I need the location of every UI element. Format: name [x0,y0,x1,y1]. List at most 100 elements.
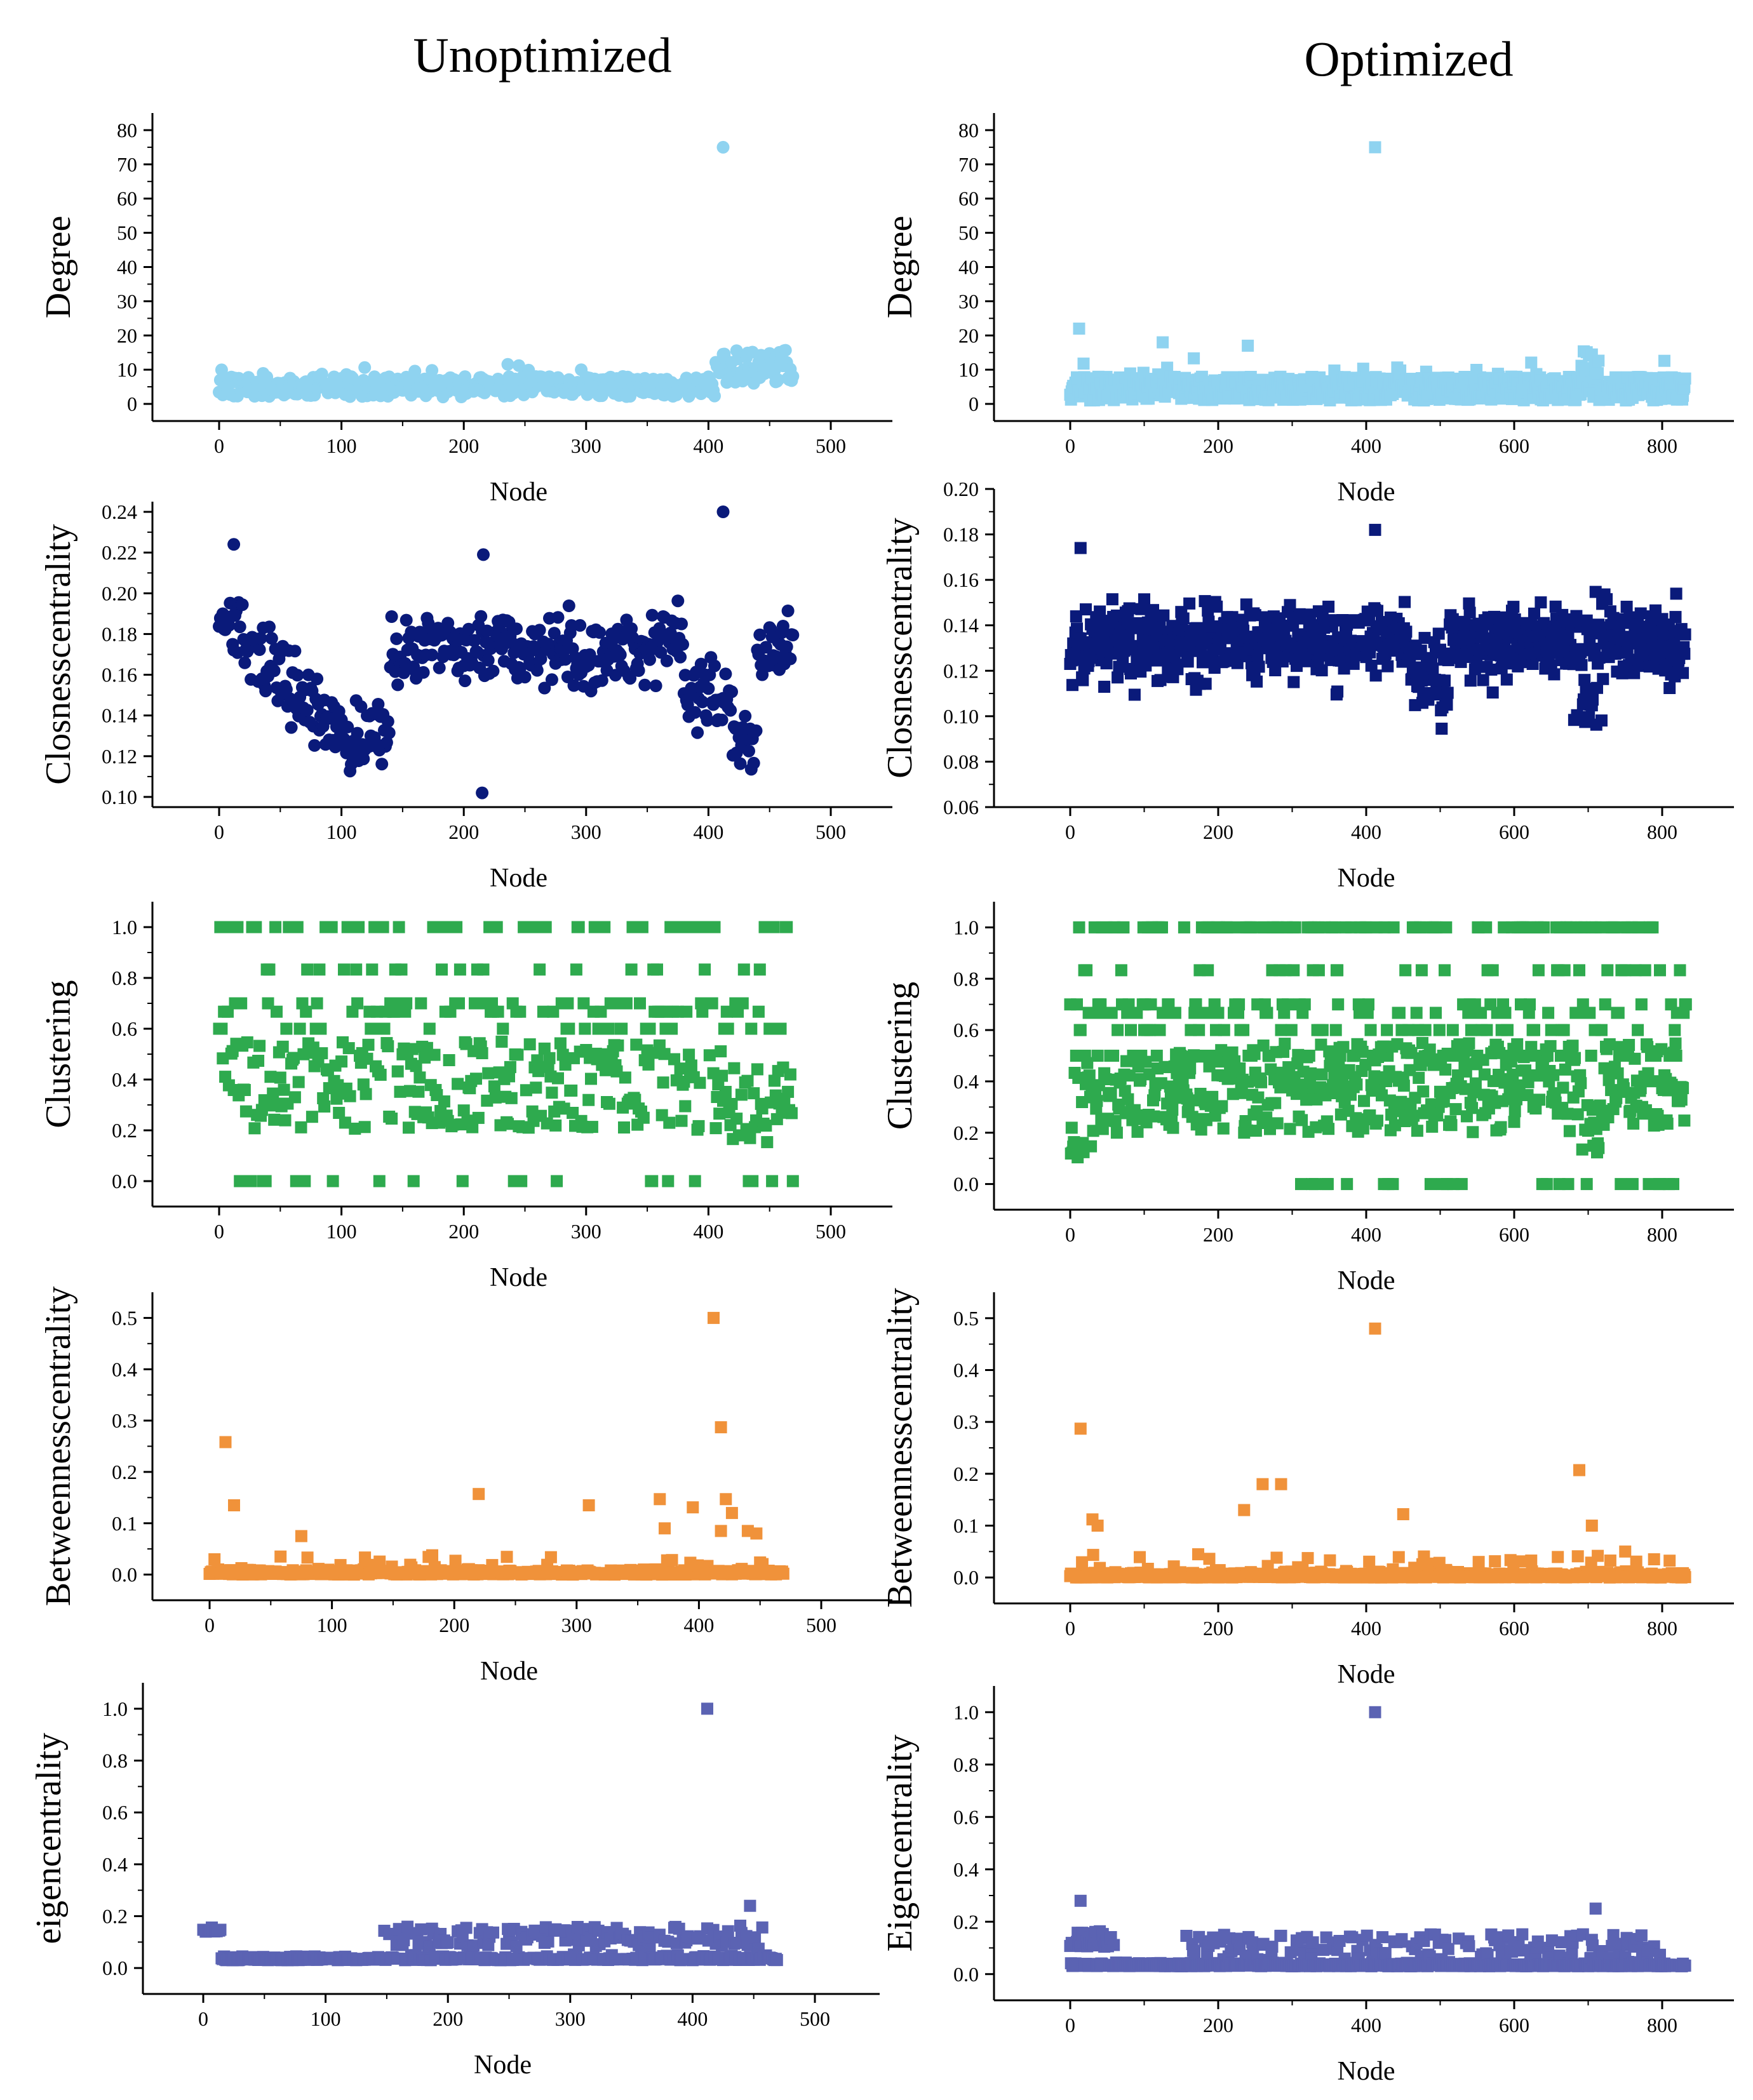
data-point [1411,1125,1423,1137]
x-tick-label: 0 [1065,434,1075,457]
x-tick-label: 400 [1351,1223,1381,1246]
data-point [1151,1050,1163,1062]
data-point [1623,1039,1635,1051]
data-point [268,1114,280,1126]
data-point [454,963,466,975]
data-point [708,660,721,672]
x-tick-label: 100 [326,1220,357,1243]
data-point [1370,669,1382,681]
data-point [1508,1116,1521,1128]
data-point [722,1023,734,1035]
data-point [1643,1178,1655,1190]
data-point [725,685,738,698]
data-point [457,1175,469,1187]
data-point [245,1175,257,1187]
y-tick-label: 0.10 [943,705,979,728]
data-point [1272,1117,1284,1129]
data-point [1253,660,1265,672]
data-point [650,679,662,692]
x-tick-label: 600 [1499,434,1529,457]
x-tick-label: 0 [214,820,224,843]
data-point [289,1091,301,1103]
data-point [1178,921,1190,933]
data-point [1562,1178,1575,1190]
data-point [1085,1140,1097,1153]
data-point [220,1436,232,1448]
data-point [1538,921,1550,933]
y-tick-label: 80 [958,119,979,142]
data-point [750,725,763,737]
data-point [552,1073,564,1085]
data-point [1561,1108,1573,1120]
x-tick-label: 300 [571,820,601,843]
data-point [646,609,659,622]
y-tick-label: 0.3 [112,1409,137,1432]
data-point [470,1073,482,1085]
data-point [473,1488,485,1500]
data-point [252,1055,264,1067]
data-point [1595,1024,1608,1036]
data-point [495,1036,507,1048]
data-point [1125,1024,1137,1036]
x-tick-label: 100 [326,434,357,457]
x-tick-label: 800 [1647,434,1677,457]
data-point [1399,964,1411,976]
data-point [552,611,565,624]
data-point [612,1040,624,1052]
data-point [1358,1095,1370,1107]
data-point [702,682,715,695]
x-tick-label: 800 [1647,820,1677,843]
data-point [1629,1053,1641,1065]
data-point [1249,609,1261,621]
data-point [699,963,711,975]
x-tick-label: 200 [1203,1617,1233,1640]
data-point [231,921,243,933]
data-point [1632,1024,1644,1036]
data-point [268,664,281,677]
y-tick-label: 20 [958,324,979,347]
x-tick-label: 100 [317,1614,347,1636]
data-point [525,921,537,933]
data-point [1400,625,1412,638]
data-point [1621,601,1633,613]
data-point [687,1501,699,1513]
data-point [1167,1122,1179,1134]
data-point [674,651,687,664]
data-point [1117,921,1129,933]
data-point [1269,1097,1281,1109]
data-point [1122,1093,1134,1106]
data-point [299,1175,311,1187]
data-point [1098,681,1110,693]
data-point [1077,674,1089,686]
y-tick-label: 0.12 [102,745,137,768]
data-point [751,1063,763,1075]
data-point [477,548,490,561]
data-point [1420,1024,1432,1036]
data-points [213,141,799,403]
data-point [1242,340,1254,352]
data-point [241,1036,253,1048]
data-point [1524,998,1536,1010]
data-point [750,1527,762,1539]
optimized-column-title: Optimized [1304,30,1513,88]
data-point [683,1048,695,1060]
y-tick-label: 0.4 [112,1068,137,1091]
data-point [760,1120,772,1132]
data-point [766,1175,778,1187]
y-tick-label: 70 [117,153,137,176]
x-tick-label: 500 [806,1614,836,1636]
data-point [1071,998,1083,1010]
data-point [510,622,523,635]
y-tick-label: 1.0 [953,916,979,939]
data-point [344,1090,356,1102]
data-point [1362,998,1374,1010]
data-point [1447,1024,1459,1036]
data-point [1204,1050,1216,1062]
data-point [1073,323,1085,335]
data-point [1547,1069,1559,1081]
y-tick-label: 0.2 [953,1121,979,1144]
y-tick-label: 0.6 [953,1019,979,1041]
